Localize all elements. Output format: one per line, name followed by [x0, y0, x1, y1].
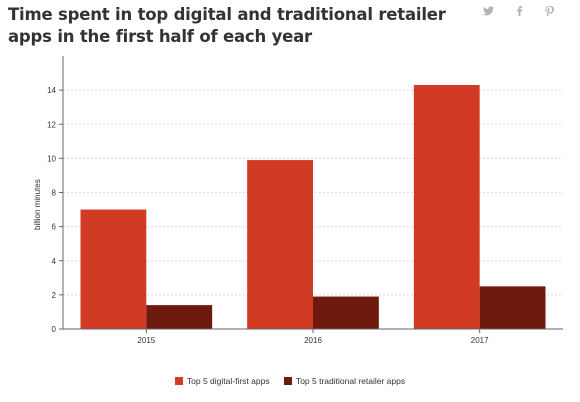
y-tick-label: 0 [52, 325, 57, 334]
twitter-icon[interactable] [483, 6, 494, 19]
y-tick-label: 4 [52, 257, 57, 266]
legend-item-traditional-retailer[interactable]: Top 5 traditional retailer apps [283, 376, 406, 386]
y-axis-title: billion minutes [33, 179, 42, 230]
y-tick-label: 10 [47, 154, 56, 163]
chart-title: Time spent in top digital and traditiona… [8, 5, 446, 46]
bar-digital-first-2015[interactable] [80, 209, 147, 329]
bar-digital-first-2016[interactable] [247, 160, 313, 329]
facebook-icon-glyph [517, 6, 523, 16]
axes: 0 2 4 6 8 10 12 14 2015 2016 2017 [47, 56, 563, 345]
y-tick-label: 2 [52, 291, 57, 300]
legend-item-digital-first[interactable]: Top 5 digital-first apps [174, 376, 270, 386]
legend-label-digital-first: Top 5 digital-first apps [186, 376, 270, 386]
y-tick-label: 8 [52, 189, 57, 198]
legend-label-traditional-retailer: Top 5 traditional retailer apps [295, 376, 406, 386]
y-tick-label: 14 [47, 86, 56, 95]
bar-digital-first-2017[interactable] [413, 85, 480, 329]
bar-traditional-retailer-2016[interactable] [313, 296, 379, 329]
x-tick-label: 2016 [304, 336, 322, 345]
pinterest-icon-glyph [545, 6, 554, 17]
pinterest-icon[interactable] [545, 6, 554, 19]
bars [80, 85, 546, 329]
bar-traditional-retailer-2017[interactable] [479, 286, 546, 329]
y-tick-label: 12 [47, 120, 56, 129]
legend-swatch-digital-first [174, 377, 183, 385]
facebook-icon[interactable] [516, 6, 523, 19]
x-tick-label: 2017 [471, 336, 489, 345]
legend: Top 5 digital-first apps Top 5 tradition… [0, 376, 580, 387]
twitter-icon-glyph [483, 6, 494, 16]
legend-swatch-traditional-retailer [283, 377, 292, 385]
bar-traditional-retailer-2015[interactable] [146, 305, 213, 329]
x-tick-label: 2015 [137, 336, 155, 345]
y-tick-label: 6 [52, 223, 57, 232]
